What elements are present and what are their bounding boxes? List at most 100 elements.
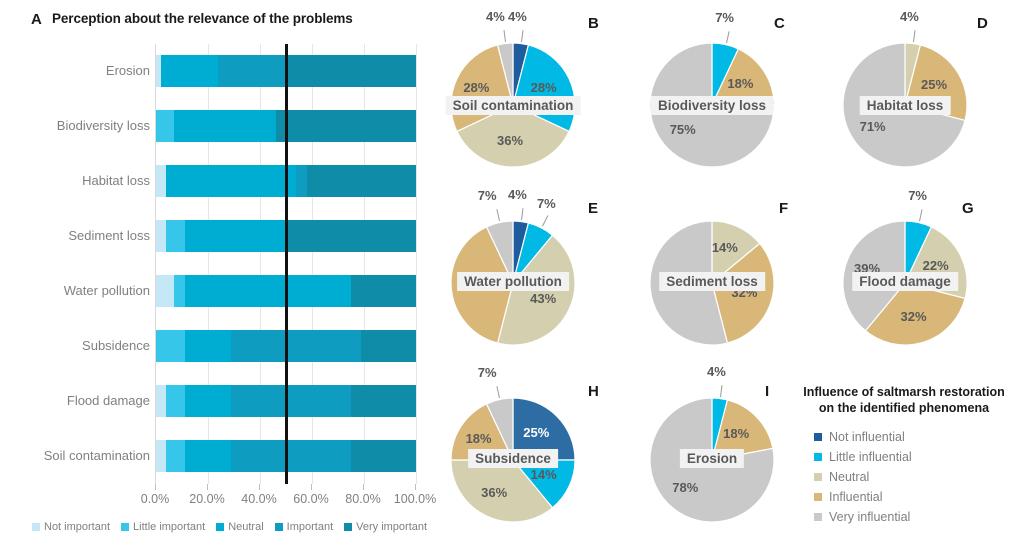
bar-segment[interactable] — [161, 55, 219, 87]
pie-slice[interactable] — [456, 104, 570, 168]
pie-slice[interactable] — [864, 282, 966, 346]
gridline-vertical — [208, 44, 209, 484]
bar-segment[interactable] — [285, 220, 416, 252]
bar-category-label: Soil contamination — [43, 448, 150, 463]
pie-slice-percentage-label: 18% — [727, 76, 754, 92]
bar-segment[interactable] — [156, 110, 175, 142]
bar-segment[interactable] — [184, 440, 232, 472]
pie-slice[interactable] — [450, 403, 514, 461]
bar-segment[interactable] — [156, 165, 167, 197]
pie-slice[interactable] — [512, 397, 576, 461]
panel-letter-a: A — [31, 11, 42, 28]
stacked-bar[interactable] — [156, 275, 416, 307]
stacked-bar[interactable] — [156, 165, 416, 197]
legend-label: Neutral — [228, 521, 264, 533]
panel-letter-c: C — [774, 15, 785, 32]
legend-swatch — [344, 523, 353, 531]
bar-segment[interactable] — [275, 110, 416, 142]
pie-slice-percentage-label: 22% — [922, 258, 949, 274]
panel-a-plot-area: Erosion Biodiversity loss Habitat loss Sedi… — [44, 44, 417, 484]
bar-row: Sediment loss — [68, 209, 416, 264]
bar-segment[interactable] — [166, 440, 185, 472]
pie-slice-percentage-label: 4% — [508, 186, 527, 202]
bar-segment[interactable] — [166, 165, 297, 197]
bar-row: Soil contamination — [44, 429, 416, 484]
bar-segment[interactable] — [231, 330, 362, 362]
pie-legend-item: Little influential — [814, 447, 1020, 467]
pie-slice[interactable] — [496, 42, 514, 106]
bar-segment[interactable] — [350, 385, 416, 417]
bar-segment[interactable] — [156, 220, 167, 252]
bar-segment[interactable] — [184, 220, 286, 252]
pie-legend-swatch — [814, 493, 822, 501]
pie-legend-title: Influence of saltmarsh restoration on th… — [790, 384, 1018, 416]
pie-slice-percentage-label: 14% — [711, 240, 738, 256]
pie-callout-line — [913, 29, 916, 42]
bar-segment[interactable] — [361, 330, 416, 362]
bar-segment[interactable] — [184, 330, 232, 362]
pie-slice-percentage-label: 32% — [900, 309, 927, 325]
bar-segment[interactable] — [350, 275, 416, 307]
pie-legend-title-line1: Influence of saltmarsh restoration — [803, 385, 1005, 399]
pie-slice[interactable] — [485, 220, 514, 284]
bar-segment[interactable] — [306, 165, 416, 197]
pie-legend: Influence of saltmarsh restoration on th… — [790, 384, 1020, 527]
bar-segment[interactable] — [174, 110, 276, 142]
pie-legend-title-line2: on the identified phenomena — [818, 401, 990, 415]
bar-category-label: Flood damage — [66, 393, 150, 408]
bar-segment[interactable] — [166, 385, 185, 417]
gridline-vertical — [260, 44, 261, 484]
bar-segment[interactable] — [231, 440, 351, 472]
pie-slice[interactable] — [511, 459, 576, 509]
bar-segment[interactable] — [156, 385, 167, 417]
pie-slice[interactable] — [711, 399, 774, 461]
bar-segment[interactable] — [156, 440, 167, 472]
stacked-bar[interactable] — [156, 55, 416, 87]
bar-segment[interactable] — [218, 55, 286, 87]
x-axis-tick — [155, 484, 156, 490]
stacked-bar[interactable] — [156, 220, 416, 252]
pie-title-c: Biodiversity loss — [650, 96, 774, 115]
panel-letter-f: F — [779, 200, 789, 217]
pie-slice-percentage-label: 4% — [900, 8, 919, 24]
legend-swatch — [121, 523, 130, 531]
pie-legend-item: Influential — [814, 487, 1020, 507]
stacked-bar[interactable] — [156, 110, 416, 142]
pie-title-d: Habitat loss — [859, 96, 951, 115]
bar-segment[interactable] — [166, 220, 185, 252]
pie-legend-swatch — [814, 513, 822, 521]
pie-slice-percentage-label: 7% — [908, 188, 927, 204]
bar-segment[interactable] — [350, 440, 416, 472]
pie-slice[interactable] — [450, 459, 554, 523]
stacked-bar[interactable] — [156, 330, 416, 362]
bar-category-label: Erosion — [105, 63, 150, 78]
x-axis-tick-label: 80.0% — [345, 492, 381, 506]
legend-item: Important — [274, 521, 333, 533]
pie-slice[interactable] — [711, 242, 775, 344]
gridline-vertical — [364, 44, 365, 484]
pie-slice-percentage-label: 4% — [707, 363, 726, 379]
legend-swatch — [216, 523, 225, 531]
pie-slice-percentage-label: 14% — [530, 466, 557, 482]
pie-slice-percentage-label: 25% — [523, 424, 550, 440]
pie-legend-items: Not influential Little influential Neutral… — [790, 427, 1020, 527]
bar-segment[interactable] — [296, 165, 307, 197]
bar-segment[interactable] — [174, 275, 185, 307]
legend-label: Not important — [44, 521, 111, 533]
stacked-bar[interactable] — [156, 440, 416, 472]
bar-segment[interactable] — [156, 55, 162, 87]
bar-segment[interactable] — [156, 330, 185, 362]
stacked-bar[interactable] — [156, 385, 416, 417]
pie-callout-line — [521, 29, 524, 42]
bar-segment[interactable] — [184, 275, 351, 307]
pie-slice[interactable] — [711, 48, 775, 106]
panel-letter-i: I — [765, 383, 770, 400]
pie-slice-percentage-label: 78% — [672, 479, 699, 495]
legend-swatch — [32, 523, 40, 531]
bar-segment[interactable] — [184, 385, 232, 417]
bar-segment[interactable] — [231, 385, 351, 417]
bar-segment[interactable] — [156, 275, 175, 307]
pie-slice[interactable] — [711, 220, 761, 285]
pie-slice[interactable] — [485, 397, 514, 461]
bar-segment[interactable] — [285, 55, 416, 87]
